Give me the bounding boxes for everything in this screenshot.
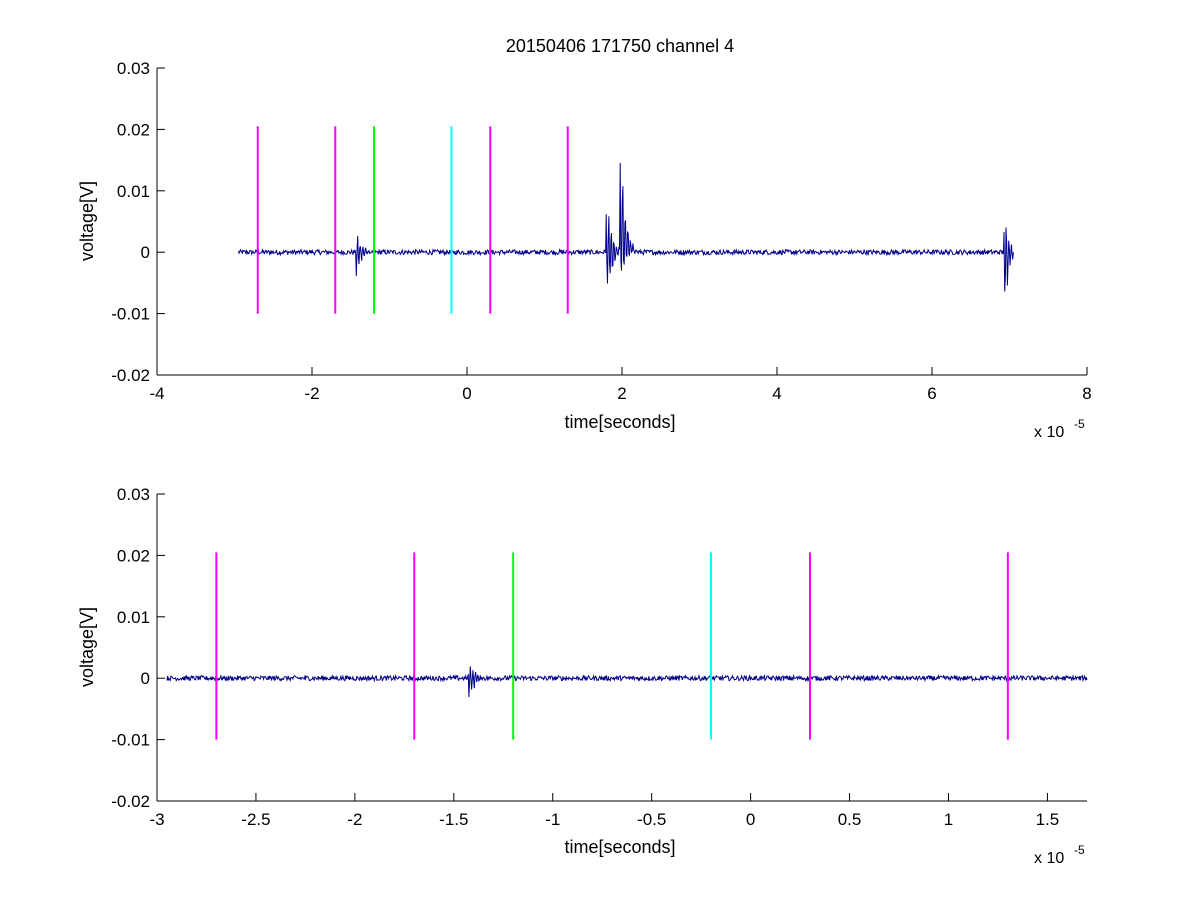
x-tick-label: 0.5: [838, 810, 862, 829]
x-tick-label: -0.5: [637, 810, 666, 829]
x-tick-label: 6: [927, 384, 936, 403]
x-tick-label: -1.5: [439, 810, 468, 829]
signal-trace: [166, 666, 1088, 698]
top-x-multiplier: x 10: [1034, 424, 1064, 441]
signal-trace: [237, 162, 1014, 292]
y-tick-label: 0.02: [117, 546, 150, 565]
y-tick-label: 0.02: [117, 120, 150, 139]
bottom-plot-axes: -3 -2.5 -2 -1.5 -1 -0.5 0 0.5 1 1.5 -0.02 -0.01 0 0.0…: [111, 485, 1087, 829]
x-tick-label: -4: [149, 384, 164, 403]
y-tick-label: -0.02: [111, 366, 150, 385]
y-tick-label: 0.01: [117, 608, 150, 627]
bottom-plot-marks: [166, 552, 1088, 740]
top-x-multiplier-exponent: -5: [1074, 417, 1085, 431]
bottom-x-multiplier-exponent: -5: [1074, 843, 1085, 857]
top-plot-axes: -4 -2 0 2 4 6 8 -0.02 -0.01 0 0.01 0.02 0.03: [111, 59, 1091, 403]
y-tick-label: -0.01: [111, 731, 150, 750]
y-tick-label: -0.01: [111, 305, 150, 324]
y-tick-label: 0.01: [117, 182, 150, 201]
y-tick-label: 0: [141, 243, 150, 262]
bottom-x-axis-label: time[seconds]: [564, 837, 675, 857]
chart-title: 20150406 171750 channel 4: [506, 36, 734, 56]
top-y-axis-label: voltage[V]: [77, 181, 97, 261]
x-tick-label: -2: [347, 810, 362, 829]
x-tick-label: 0: [746, 810, 755, 829]
x-tick-label: 2: [617, 384, 626, 403]
x-tick-label: 1: [944, 810, 953, 829]
bottom-y-axis-label: voltage[V]: [77, 607, 97, 687]
top-x-axis-label: time[seconds]: [564, 412, 675, 432]
top-plot-marks: [237, 126, 1014, 314]
x-tick-label: -1: [545, 810, 560, 829]
bottom-plot: -3 -2.5 -2 -1.5 -1 -0.5 0 0.5 1 1.5 -0.02 -0.01 0 0.0…: [77, 485, 1088, 867]
x-tick-label: 0: [462, 384, 471, 403]
y-tick-label: 0.03: [117, 59, 150, 78]
y-tick-label: -0.02: [111, 792, 150, 811]
x-tick-label: 1.5: [1036, 810, 1060, 829]
x-tick-label: -3: [149, 810, 164, 829]
x-tick-label: -2.5: [241, 810, 270, 829]
y-tick-label: 0: [141, 669, 150, 688]
y-tick-label: 0.03: [117, 485, 150, 504]
x-tick-label: 4: [772, 384, 781, 403]
x-tick-label: -2: [304, 384, 319, 403]
x-tick-label: 8: [1082, 384, 1091, 403]
bottom-x-multiplier: x 10: [1034, 850, 1064, 867]
top-plot: 20150406 171750 channel 4 -4 -2 0 2 4 6 8 -0.02…: [77, 36, 1092, 441]
